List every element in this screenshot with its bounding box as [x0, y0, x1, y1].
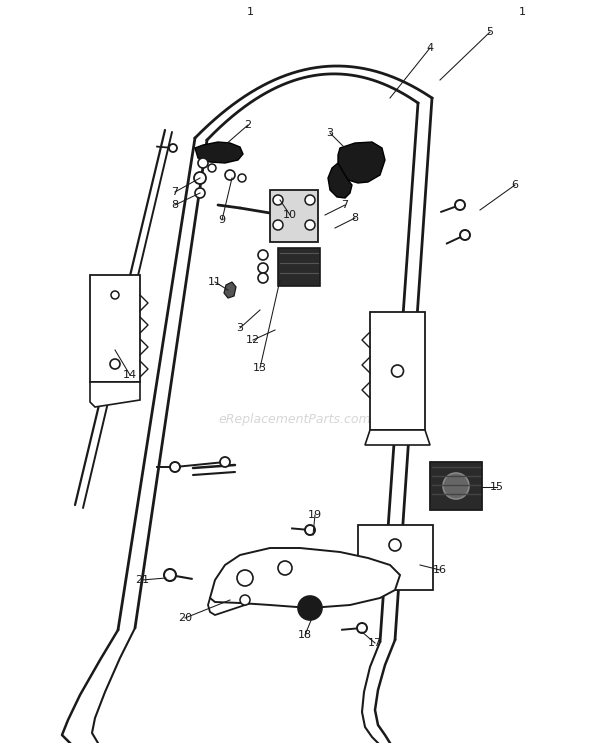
- Text: 17: 17: [368, 638, 382, 648]
- Circle shape: [443, 473, 469, 499]
- Circle shape: [460, 230, 470, 240]
- Circle shape: [111, 291, 119, 299]
- Text: 8: 8: [172, 200, 179, 210]
- Polygon shape: [338, 142, 385, 183]
- Circle shape: [164, 569, 176, 581]
- Text: 7: 7: [172, 187, 179, 197]
- Text: 3: 3: [326, 128, 333, 138]
- Circle shape: [194, 172, 206, 184]
- Circle shape: [305, 220, 315, 230]
- Text: 12: 12: [246, 335, 260, 345]
- Text: 1: 1: [519, 7, 526, 17]
- Circle shape: [198, 158, 208, 168]
- Polygon shape: [430, 462, 482, 510]
- Text: 2: 2: [244, 120, 251, 130]
- Circle shape: [357, 623, 367, 633]
- Circle shape: [389, 539, 401, 551]
- Circle shape: [455, 200, 465, 210]
- Circle shape: [305, 525, 315, 535]
- Circle shape: [298, 596, 322, 620]
- Text: 14: 14: [123, 370, 137, 380]
- Polygon shape: [90, 275, 140, 382]
- Circle shape: [258, 273, 268, 283]
- Text: 8: 8: [352, 213, 359, 223]
- Text: 15: 15: [490, 482, 504, 492]
- Polygon shape: [365, 430, 430, 445]
- Circle shape: [278, 561, 292, 575]
- Circle shape: [305, 195, 315, 205]
- Circle shape: [110, 359, 120, 369]
- Text: 19: 19: [308, 510, 322, 520]
- Circle shape: [273, 220, 283, 230]
- Circle shape: [169, 144, 177, 152]
- Polygon shape: [278, 248, 320, 286]
- Polygon shape: [195, 142, 243, 163]
- Text: 9: 9: [218, 215, 225, 225]
- Polygon shape: [208, 568, 310, 615]
- Circle shape: [240, 595, 250, 605]
- Circle shape: [220, 457, 230, 467]
- Text: 20: 20: [178, 613, 192, 623]
- Text: 10: 10: [283, 210, 297, 220]
- Text: 5: 5: [487, 27, 493, 37]
- Circle shape: [195, 188, 205, 198]
- Text: 21: 21: [135, 575, 149, 585]
- Polygon shape: [328, 163, 352, 198]
- Circle shape: [170, 462, 180, 472]
- Circle shape: [225, 170, 235, 180]
- Polygon shape: [90, 382, 140, 407]
- Text: 1: 1: [247, 7, 254, 17]
- Circle shape: [237, 570, 253, 586]
- Polygon shape: [358, 525, 433, 590]
- Text: 11: 11: [208, 277, 222, 287]
- Polygon shape: [270, 190, 318, 242]
- Circle shape: [258, 250, 268, 260]
- Text: 7: 7: [342, 200, 349, 210]
- Polygon shape: [370, 312, 425, 430]
- Text: 16: 16: [433, 565, 447, 575]
- Circle shape: [238, 174, 246, 182]
- Polygon shape: [224, 282, 236, 298]
- Circle shape: [392, 365, 404, 377]
- Text: 4: 4: [427, 43, 434, 53]
- Polygon shape: [210, 548, 400, 608]
- Text: 3: 3: [237, 323, 244, 333]
- Circle shape: [208, 164, 216, 172]
- Text: 6: 6: [512, 180, 519, 190]
- Text: 18: 18: [298, 630, 312, 640]
- Circle shape: [273, 195, 283, 205]
- Circle shape: [258, 263, 268, 273]
- Text: 13: 13: [253, 363, 267, 373]
- Text: eReplacementParts.com: eReplacementParts.com: [219, 414, 371, 426]
